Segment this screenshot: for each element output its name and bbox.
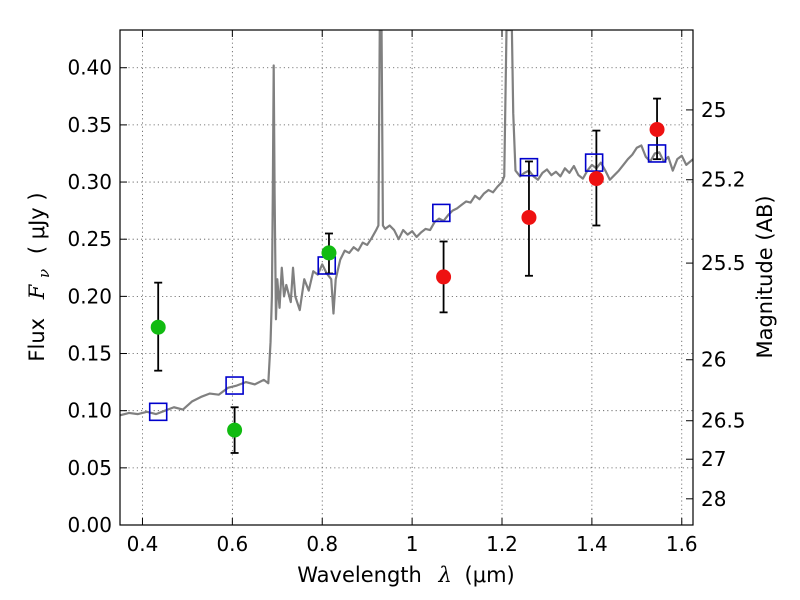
y-tick-label: 0.15 (67, 342, 112, 366)
data-point-red (588, 171, 604, 187)
y2-tick-label: 26.5 (701, 409, 746, 433)
grid-layer (120, 30, 693, 526)
x-tick-label: 0.4 (127, 532, 159, 556)
y-tick-label: 0.25 (67, 227, 112, 251)
y-axis-label: Flux F ν ( μJy ) (25, 192, 54, 361)
model-square-marker (225, 376, 244, 395)
model-square-marker (148, 402, 168, 422)
x-axis-label: Wavelength λ (μm) (297, 563, 514, 587)
model-square-marker (647, 144, 667, 163)
y2-tick-label: 25 (701, 98, 726, 122)
x-tick-label: 1.6 (666, 532, 698, 556)
y-axis-label-text: Flux (25, 318, 49, 362)
y2-tick-label: 25.5 (701, 251, 746, 275)
data-point-green (227, 422, 243, 438)
x-tick-label: 0.8 (306, 532, 338, 556)
x-tick-label: 1.4 (576, 532, 608, 556)
y-axis-label-symbol: F (25, 283, 49, 300)
x-tick-label: 1.2 (486, 532, 518, 556)
y-tick-label: 0.10 (67, 399, 112, 423)
y2-tick-label: 28 (701, 487, 726, 511)
x-axis-label-unit: (μm) (465, 563, 515, 587)
y-tick-label: 0.05 (67, 456, 112, 480)
y-tick-label: 0.35 (67, 113, 112, 137)
x-tick-label: 0.6 (216, 532, 248, 556)
x-axis-label-text: Wavelength (297, 563, 422, 587)
y-tick-label: 0.30 (67, 170, 112, 194)
tick-layer: 0.4 0.6 0.8 1 1.2 1.4 1.6 0.00 0.05 0.10 0.15 0.20 0… (67, 30, 746, 556)
y-tick-label: 0.40 (67, 56, 112, 80)
model-square-marker (519, 157, 539, 177)
model-square-marker (432, 203, 451, 223)
y-tick-label: 0.00 (67, 513, 112, 537)
model-square-marker (584, 153, 604, 172)
spectrum-layer (120, 30, 693, 417)
y2-tick-label: 26 (701, 348, 726, 372)
y2-tick-label: 27 (701, 447, 726, 471)
x-axis-label-symbol: λ (438, 563, 452, 587)
y2-tick-label: 25.2 (701, 168, 746, 192)
y-tick-label: 0.20 (67, 284, 112, 308)
data-point-red (521, 209, 537, 225)
y2-axis-label: Magnitude (AB) (753, 195, 777, 358)
errorbar-layer (154, 97, 662, 454)
marker-layer (148, 121, 667, 438)
data-point-red (436, 269, 452, 285)
spectrum-line (120, 30, 693, 417)
data-point-green (321, 245, 337, 261)
plot-frame (119, 29, 694, 526)
data-point-green (150, 319, 166, 335)
x-tick-label: 1 (406, 532, 419, 556)
y-axis-label-unit: ( μJy ) (25, 192, 49, 254)
y-axis-label-subscript: ν (35, 269, 53, 278)
data-point-red (649, 121, 665, 137)
